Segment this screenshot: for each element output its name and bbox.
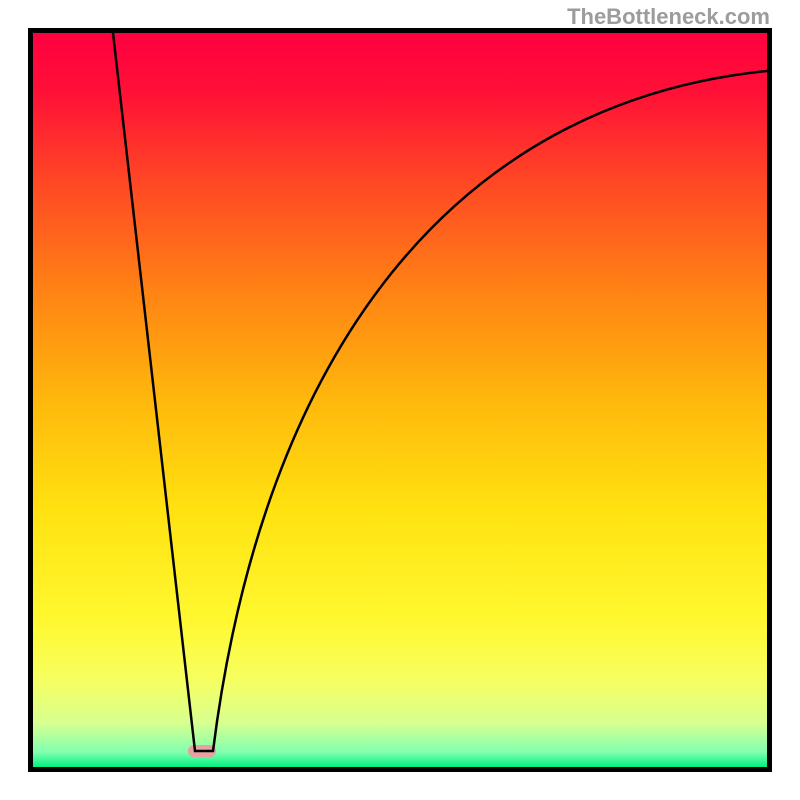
watermark-text: TheBottleneck.com: [567, 4, 770, 30]
chart-root: TheBottleneck.com: [0, 0, 800, 800]
plot-border: [28, 28, 772, 772]
